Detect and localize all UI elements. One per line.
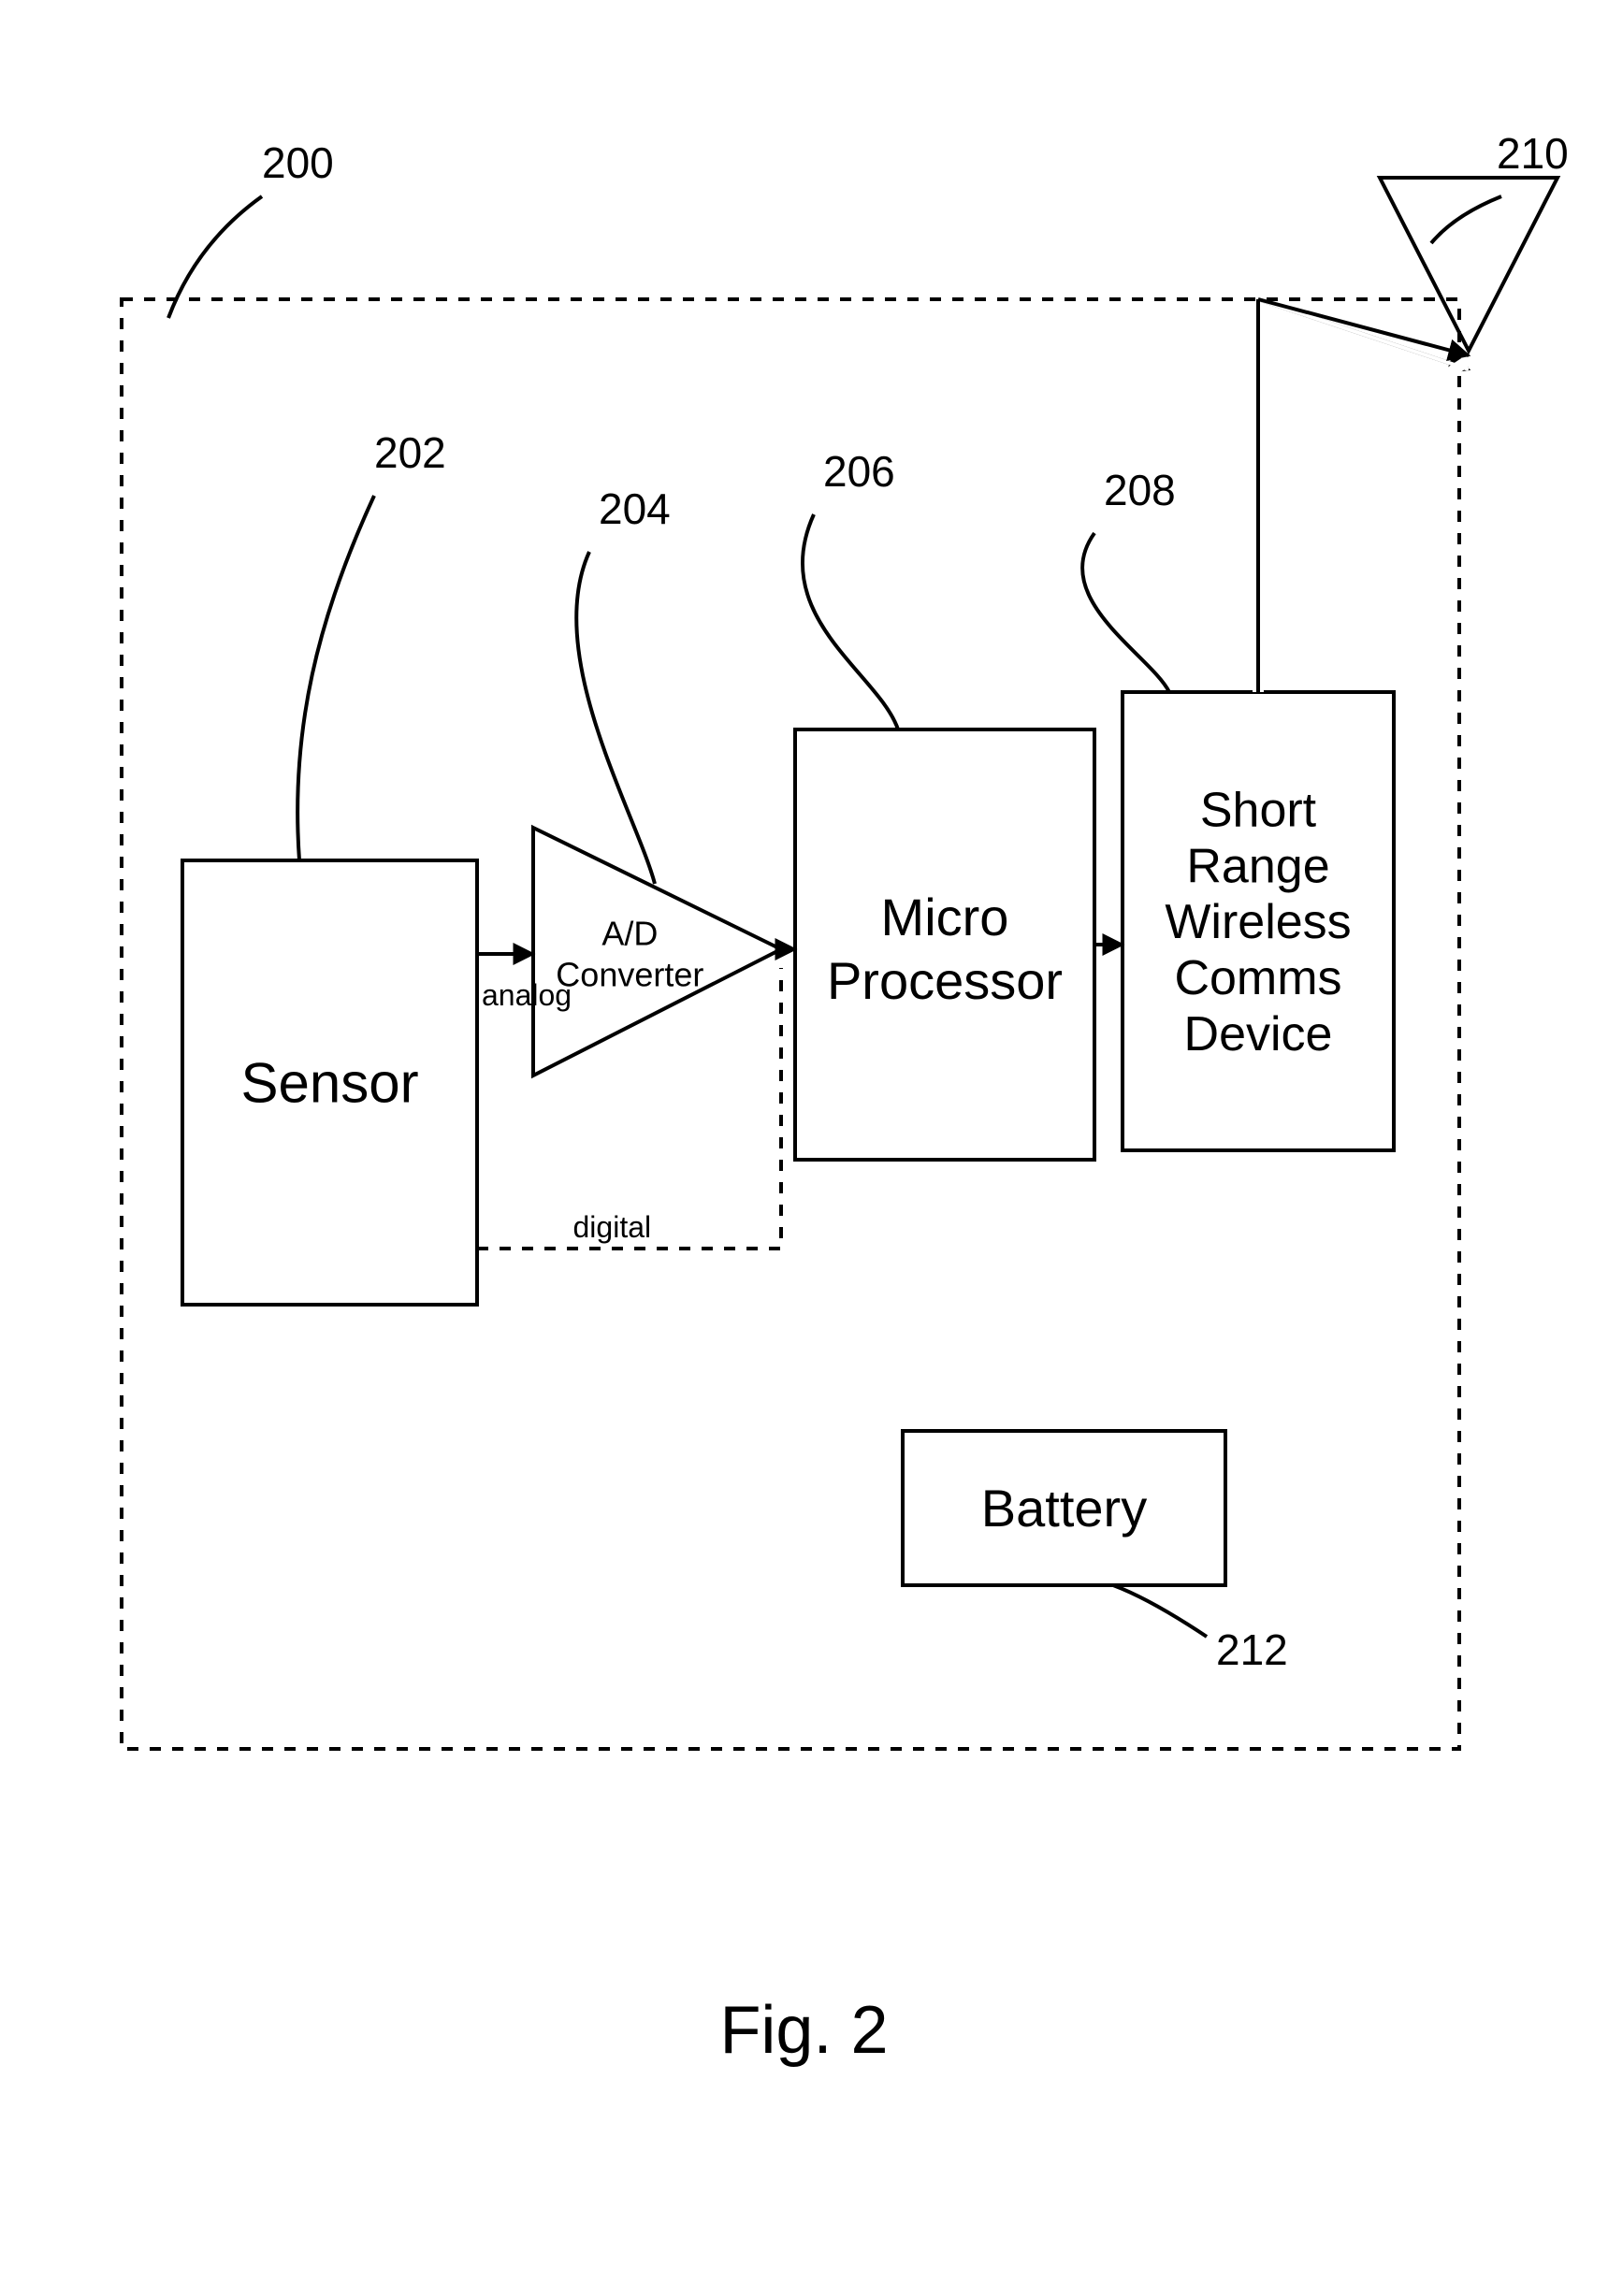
micro-label-1: Micro [881, 888, 1009, 946]
sensor-label: Sensor [240, 1052, 418, 1115]
arrow-to-antenna [1258, 299, 1469, 355]
ref-box: 200 [262, 138, 334, 187]
micro-label-2: Processor [827, 951, 1063, 1010]
analog-label: analog [482, 978, 572, 1012]
ref-adc: 204 [599, 484, 671, 533]
ref-battery: 212 [1216, 1625, 1288, 1674]
antenna-icon [1380, 178, 1557, 351]
comms-label-2: Wireless [1165, 895, 1351, 949]
ref-antenna: 210 [1497, 129, 1569, 178]
comms-leader [1082, 533, 1169, 692]
sensor-leader [297, 496, 374, 860]
ref-sensor: 202 [374, 428, 446, 477]
adc-label-1: A/D [601, 915, 658, 953]
figure-label: Fig. 2 [719, 1993, 888, 2068]
ref-comms: 208 [1104, 466, 1176, 514]
battery-label: Battery [981, 1479, 1147, 1538]
comms-label-4: Device [1184, 1007, 1333, 1061]
antenna-leader [1431, 196, 1501, 243]
micro-leader [803, 514, 898, 729]
comms-label-0: Short [1200, 784, 1317, 838]
comms-label-1: Range [1186, 839, 1329, 893]
adc-leader [576, 552, 655, 884]
ref-micro: 206 [823, 447, 895, 496]
adc-label-2: Converter [556, 956, 703, 994]
digital-label: digital [573, 1210, 652, 1244]
battery-leader [1113, 1585, 1207, 1637]
comms-label-3: Comms [1174, 951, 1341, 1005]
